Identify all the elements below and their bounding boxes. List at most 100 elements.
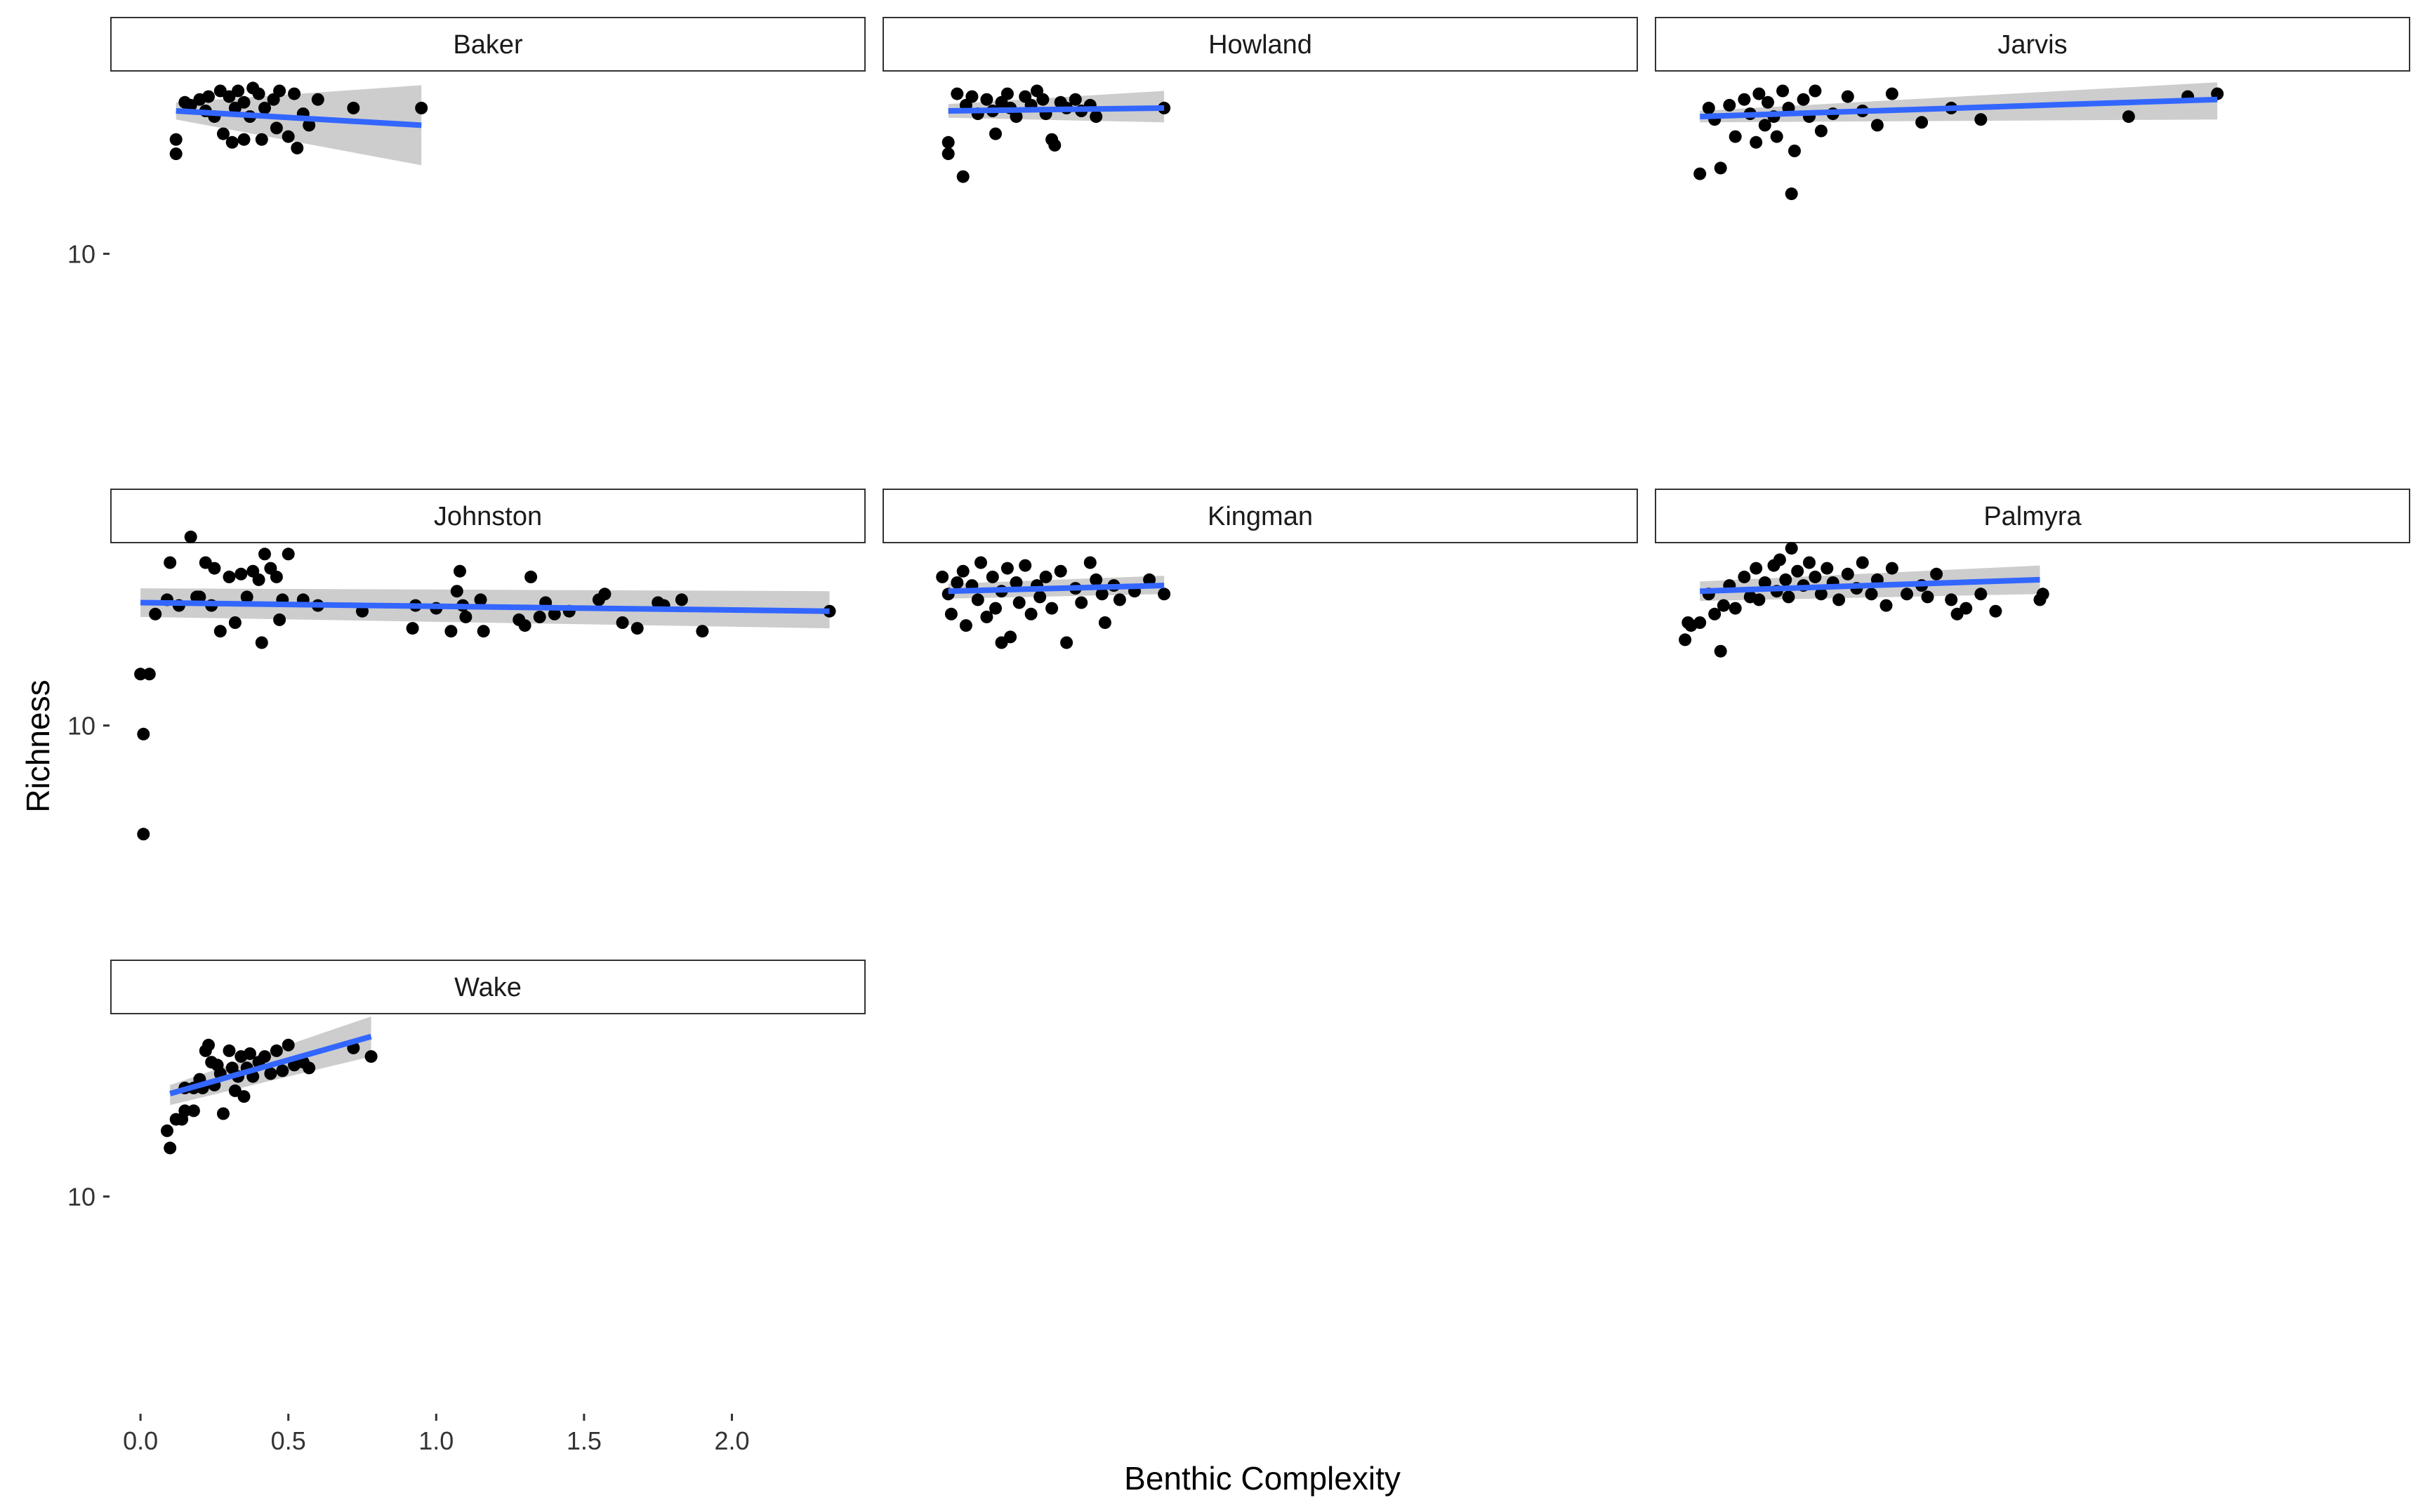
- data-point-wake: [364, 1050, 378, 1063]
- data-point-wake: [237, 1090, 251, 1103]
- data-point-jarvis: [1809, 84, 1822, 98]
- y-axis-title: Richness: [20, 679, 56, 812]
- fit-line-wake: [169, 1033, 372, 1096]
- data-point-baker: [303, 119, 316, 132]
- data-point-howland: [1069, 93, 1082, 106]
- data-point-palmyra: [1785, 542, 1798, 555]
- data-point-baker: [288, 87, 301, 100]
- data-point-johnston: [134, 668, 147, 681]
- data-point-jarvis: [1758, 119, 1771, 132]
- data-point-wake: [276, 1064, 289, 1077]
- data-point-palmyra: [1729, 602, 1742, 615]
- data-point-jarvis: [1797, 93, 1810, 106]
- data-point-palmyra: [1821, 562, 1834, 575]
- data-point-johnston: [184, 530, 197, 543]
- data-point-kingman: [1039, 570, 1052, 583]
- data-point-palmyra: [1782, 590, 1795, 604]
- data-point-kingman: [1075, 596, 1088, 609]
- data-point-palmyra: [1809, 570, 1822, 583]
- data-point-kingman: [1004, 630, 1017, 644]
- data-point-jarvis: [1841, 90, 1854, 103]
- data-point-johnston: [450, 585, 463, 598]
- data-point-palmyra: [1901, 588, 1913, 601]
- data-point-howland: [1036, 93, 1050, 106]
- data-point-jarvis: [1770, 130, 1783, 143]
- data-point-johnston: [273, 613, 286, 626]
- data-point-palmyra: [2036, 588, 2049, 601]
- data-point-jarvis: [1729, 130, 1742, 143]
- data-point-kingman: [1095, 588, 1109, 601]
- data-point-baker: [169, 133, 183, 146]
- data-point-wake: [164, 1141, 177, 1155]
- strip-jarvis: [1655, 17, 2410, 72]
- facet-panels: Baker 10 Howland Jarvis Johnston 10 Kingman Pal…: [67, 17, 2410, 1212]
- strip-label-howland: Howland: [1208, 30, 1312, 60]
- data-point-jarvis: [1915, 116, 1929, 129]
- strip-label-jarvis: Jarvis: [1997, 30, 2067, 60]
- data-point-jarvis: [1702, 101, 1715, 114]
- data-point-johnston: [616, 616, 629, 629]
- panel-baker: Baker 10: [67, 17, 866, 269]
- data-point-johnston: [252, 573, 265, 586]
- data-point-palmyra: [1708, 607, 1722, 621]
- y-tick-label-baker: 10: [67, 240, 95, 269]
- data-point-jarvis: [1750, 135, 1763, 149]
- data-point-baker: [237, 95, 251, 109]
- data-point-palmyra: [1773, 553, 1786, 566]
- data-point-johnston: [240, 590, 253, 604]
- data-point-johnston: [137, 727, 150, 741]
- data-point-palmyra: [1717, 599, 1730, 612]
- data-point-howland: [956, 170, 970, 183]
- data-point-jarvis: [1693, 167, 1707, 180]
- x-tick-label: 1.5: [567, 1426, 602, 1455]
- fit-line-baker: [176, 108, 422, 128]
- data-point-johnston: [282, 548, 295, 561]
- data-point-johnston: [270, 570, 283, 583]
- panel-howland: Howland: [883, 17, 1638, 183]
- data-point-wake: [244, 1047, 256, 1060]
- data-point-palmyra: [1856, 556, 1869, 569]
- data-point-kingman: [1098, 616, 1111, 629]
- data-point-johnston: [143, 668, 156, 681]
- strip-label-wake: Wake: [454, 973, 522, 1002]
- data-point-baker: [258, 101, 271, 114]
- panel-kingman: Kingman: [883, 489, 1638, 649]
- data-point-jarvis: [1752, 87, 1766, 100]
- data-point-howland: [941, 135, 955, 149]
- strip-label-kingman: Kingman: [1208, 502, 1313, 531]
- data-point-palmyra: [1989, 604, 2002, 618]
- data-point-johnston: [208, 562, 221, 575]
- data-point-kingman: [951, 576, 964, 589]
- data-point-wake: [178, 1104, 192, 1118]
- data-point-kingman: [959, 619, 972, 632]
- data-point-wake: [202, 1038, 215, 1052]
- data-point-wake: [223, 1044, 236, 1057]
- strip-howland: [883, 17, 1638, 72]
- data-point-johnston: [255, 636, 268, 649]
- data-point-wake: [258, 1050, 271, 1063]
- data-point-johnston: [137, 828, 150, 841]
- data-point-jarvis: [1776, 84, 1790, 98]
- data-point-johnston: [675, 593, 688, 606]
- data-point-kingman: [1033, 590, 1047, 604]
- data-point-baker: [225, 135, 239, 149]
- y-tick-label-johnston: 10: [67, 712, 95, 741]
- fit-line-kingman: [948, 583, 1165, 595]
- data-point-jarvis: [1885, 87, 1898, 100]
- data-point-palmyra: [1714, 644, 1727, 658]
- strip-johnston: [110, 489, 866, 543]
- data-point-palmyra: [1841, 567, 1854, 581]
- data-point-kingman: [1019, 559, 1032, 572]
- x-axis-title: Benthic Complexity: [1124, 1460, 1401, 1497]
- data-point-johnston: [696, 625, 709, 638]
- data-point-kingman: [1090, 573, 1103, 586]
- data-point-palmyra: [1832, 593, 1846, 606]
- x-tick-label: 0.5: [271, 1426, 306, 1455]
- data-point-johnston: [444, 625, 458, 638]
- data-point-jarvis: [1762, 95, 1774, 109]
- data-point-baker: [347, 101, 360, 114]
- data-point-palmyra: [1930, 567, 1943, 581]
- data-point-kingman: [1045, 602, 1059, 615]
- data-point-johnston: [598, 588, 612, 601]
- data-point-jarvis: [1788, 145, 1801, 157]
